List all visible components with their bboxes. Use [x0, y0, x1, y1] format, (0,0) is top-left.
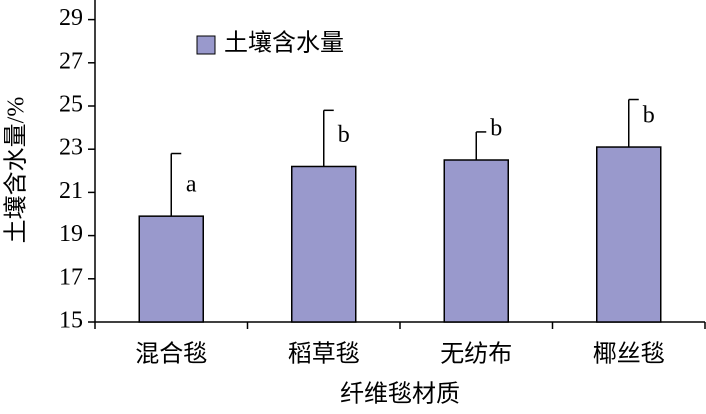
y-tick-label: 25: [59, 92, 83, 118]
y-tick-label: 21: [59, 178, 83, 204]
bar: [138, 215, 204, 323]
x-tick-label: 椰丝毯: [593, 341, 665, 368]
legend-label: 土壤含水量: [224, 30, 344, 57]
y-tick-label: 19: [59, 221, 83, 247]
significance-label: b: [338, 122, 350, 148]
significance-label: b: [490, 116, 502, 142]
y-tick-label: 17: [59, 264, 83, 290]
legend-swatch: [196, 35, 216, 55]
x-tick-label: 无纺布: [440, 341, 512, 368]
significance-label: a: [186, 172, 197, 198]
y-axis-title: 土壤含水量/%: [3, 97, 30, 244]
y-tick-label: 29: [59, 5, 83, 31]
y-tick-label: 27: [59, 48, 83, 74]
y-tick-label: 15: [59, 308, 83, 334]
x-axis-title: 纤维毯材质: [340, 381, 460, 408]
significance-label: b: [643, 103, 655, 129]
bar: [443, 159, 509, 323]
bar: [291, 165, 357, 323]
bar: [596, 146, 662, 323]
y-tick-label: 23: [59, 135, 83, 161]
x-tick-label: 稻草毯: [288, 341, 360, 368]
x-tick-label: 混合毯: [135, 341, 207, 368]
